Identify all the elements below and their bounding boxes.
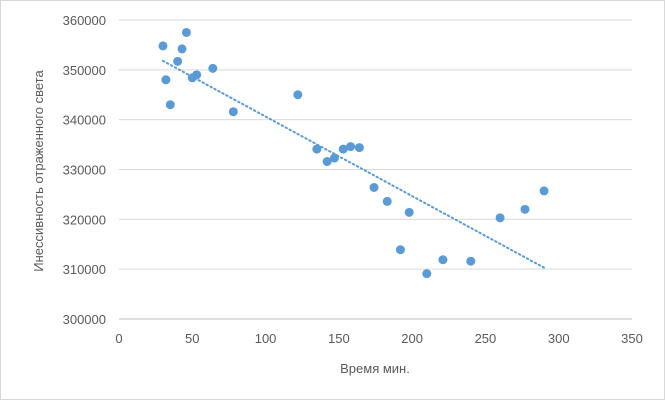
data-point (438, 255, 448, 265)
y-axis-title: Инессивность отраженного света (31, 70, 46, 272)
trendline (161, 59, 546, 269)
x-tick-label: 200 (401, 331, 423, 346)
data-point (466, 256, 476, 266)
data-point (192, 70, 202, 80)
data-points (158, 27, 549, 279)
y-tick-label: 330000 (63, 163, 106, 178)
data-point (382, 196, 392, 206)
x-axis-title: Время мин. (340, 361, 410, 376)
data-point (208, 63, 218, 73)
data-point (165, 100, 175, 110)
data-point (293, 90, 303, 100)
data-point (346, 142, 356, 152)
data-point (312, 144, 322, 154)
data-point (161, 75, 171, 85)
data-point (369, 182, 379, 192)
x-tick-label: 350 (621, 331, 643, 346)
gridlines (119, 19, 632, 270)
x-tick-label: 250 (475, 331, 497, 346)
data-point (495, 213, 505, 223)
data-point (158, 41, 168, 51)
y-tick-label: 320000 (63, 212, 106, 227)
y-tick-label: 360000 (63, 13, 106, 28)
data-point (177, 44, 187, 54)
x-tick-label: 50 (185, 331, 199, 346)
y-tick-label: 310000 (63, 262, 106, 277)
trendline-line (161, 59, 546, 269)
x-tick-label: 300 (548, 331, 570, 346)
data-point (228, 107, 238, 117)
data-point (395, 245, 405, 255)
x-tick-label: 0 (115, 331, 122, 346)
data-point (520, 204, 530, 214)
x-tick-label: 150 (328, 331, 350, 346)
data-point (322, 157, 332, 167)
data-point (329, 153, 339, 163)
data-point (404, 207, 414, 217)
y-tick-label: 300000 (63, 312, 106, 327)
data-point (354, 143, 364, 153)
data-point (539, 186, 549, 196)
data-point (422, 269, 432, 279)
y-tick-label: 350000 (63, 63, 106, 78)
data-point (338, 144, 348, 154)
x-tick-label: 100 (255, 331, 277, 346)
tick-labels: 300000 310000 320000 330000 340000 350000 3600… (63, 13, 643, 346)
data-point (181, 27, 191, 37)
y-tick-label: 340000 (63, 113, 106, 128)
data-point (173, 56, 183, 66)
